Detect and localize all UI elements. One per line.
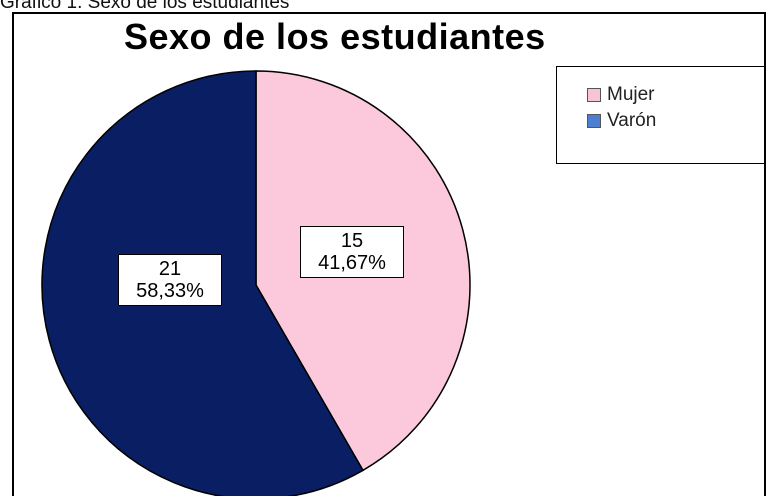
data-label-varon: 21 58,33% — [118, 254, 222, 306]
legend-label-varon: Varón — [607, 110, 657, 131]
legend-swatch-mujer — [587, 88, 601, 102]
legend: Mujer Varón — [556, 66, 764, 164]
data-label-mujer-percent: 41,67% — [318, 252, 386, 274]
figure-caption: Gráfico 1. Sexo de los estudiantes — [0, 0, 290, 13]
legend-label-mujer: Mujer — [607, 84, 655, 105]
legend-item-mujer: Mujer — [587, 83, 655, 107]
legend-item-varon: Varón — [587, 109, 656, 133]
data-label-varon-percent: 58,33% — [136, 280, 204, 302]
chart-frame: Sexo de los estudiantes Mujer Varón 15 4… — [12, 12, 766, 496]
data-label-varon-count: 21 — [158, 258, 182, 280]
data-label-mujer-count: 15 — [340, 230, 364, 252]
chart-title: Sexo de los estudiantes — [124, 16, 546, 57]
legend-swatch-varon — [587, 114, 601, 128]
data-label-mujer: 15 41,67% — [300, 226, 404, 278]
